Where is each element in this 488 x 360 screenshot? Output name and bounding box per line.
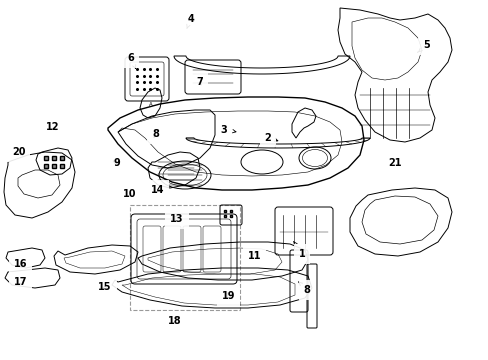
- Text: 13: 13: [170, 214, 183, 224]
- Text: 9: 9: [113, 158, 120, 168]
- Text: 8: 8: [152, 129, 159, 139]
- Text: 10: 10: [122, 189, 136, 199]
- Text: 1: 1: [293, 242, 305, 259]
- Text: 4: 4: [186, 14, 194, 28]
- Text: 2: 2: [264, 132, 277, 143]
- Text: 19: 19: [222, 291, 235, 301]
- Text: 7: 7: [196, 77, 203, 87]
- Text: 11: 11: [247, 251, 261, 261]
- Text: 5: 5: [417, 40, 429, 52]
- Text: 21: 21: [387, 158, 401, 168]
- Text: 12: 12: [46, 122, 60, 132]
- Text: 14: 14: [150, 185, 164, 195]
- Text: 16: 16: [14, 258, 27, 269]
- Text: A: A: [149, 102, 153, 107]
- Text: 8: 8: [298, 282, 310, 295]
- Text: 18: 18: [168, 316, 182, 326]
- Text: 6: 6: [127, 53, 136, 68]
- Text: 3: 3: [220, 125, 236, 135]
- Text: 17: 17: [14, 276, 27, 287]
- Text: 15: 15: [98, 282, 112, 292]
- Text: 20: 20: [12, 147, 25, 157]
